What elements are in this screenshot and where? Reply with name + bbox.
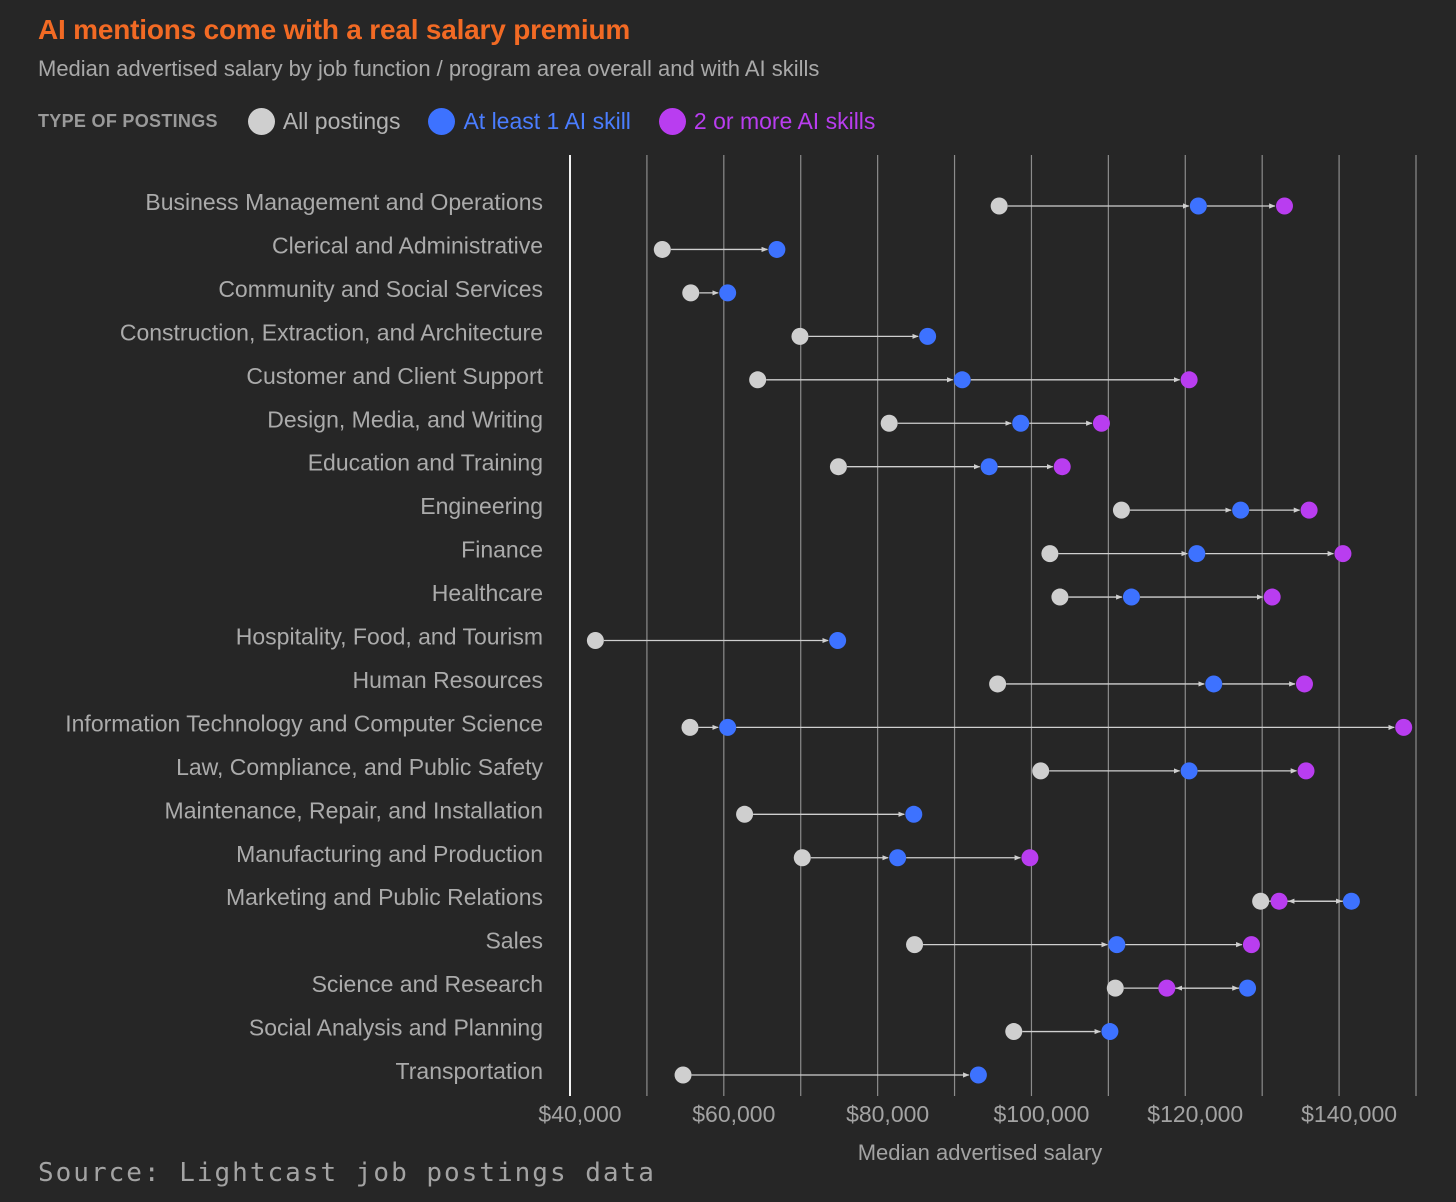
category-label: Transportation: [396, 1058, 543, 1084]
legend-dot-icon: [247, 107, 275, 135]
dot-2-or-more-ai-skills: [1395, 718, 1413, 736]
dot-at-least-1-ai-skill: [953, 371, 971, 389]
dot-2-or-more-ai-skills: [1295, 675, 1313, 693]
x-tick-label: $140,000: [1301, 1101, 1397, 1127]
dot-all-postings: [586, 632, 604, 649]
category-label: Sales: [485, 928, 543, 954]
dot-all-postings: [681, 718, 699, 736]
legend-item-all-postings[interactable]: All postings: [247, 107, 401, 135]
dot-2-or-more-ai-skills: [1270, 892, 1288, 910]
dot-all-postings: [653, 240, 671, 258]
dot-at-least-1-ai-skill: [1342, 892, 1360, 910]
dot-at-least-1-ai-skill: [1012, 414, 1030, 432]
category-label: Law, Compliance, and Public Safety: [176, 754, 543, 780]
dot-at-least-1-ai-skill: [1232, 501, 1250, 519]
dot-at-least-1-ai-skill: [719, 284, 737, 302]
category-label: Engineering: [420, 493, 543, 519]
dot-2-or-more-ai-skills: [1334, 545, 1352, 563]
dot-at-least-1-ai-skill: [1180, 762, 1198, 780]
dot-2-or-more-ai-skills: [1300, 501, 1318, 519]
dot-all-postings: [736, 805, 754, 823]
category-label: Hospitality, Food, and Tourism: [236, 624, 543, 650]
dot-2-or-more-ai-skills: [1297, 762, 1315, 780]
legend-dot-icon: [658, 107, 686, 135]
dot-at-least-1-ai-skill: [969, 1066, 987, 1084]
legend-dot-icon: [428, 107, 456, 135]
dot-2-or-more-ai-skills: [1021, 849, 1039, 867]
dot-at-least-1-ai-skill: [719, 718, 737, 736]
dot-at-least-1-ai-skill: [1205, 675, 1223, 693]
category-label: Finance: [461, 537, 543, 563]
dot-at-least-1-ai-skill: [919, 327, 937, 345]
category-label: Community and Social Services: [218, 276, 543, 302]
dot-at-least-1-ai-skill: [980, 458, 998, 476]
dot-all-postings: [1005, 1023, 1023, 1041]
dot-all-postings: [1252, 892, 1270, 910]
x-tick-label: $80,000: [846, 1101, 929, 1127]
dot-all-postings: [990, 197, 1008, 215]
dot-at-least-1-ai-skill: [1101, 1023, 1119, 1041]
dot-at-least-1-ai-skill: [1189, 197, 1207, 215]
dot-at-least-1-ai-skill: [1239, 979, 1257, 997]
category-label: Information Technology and Computer Scie…: [65, 710, 543, 736]
category-label: Human Resources: [353, 667, 543, 693]
category-label: Clerical and Administrative: [272, 232, 543, 258]
dot-at-least-1-ai-skill: [829, 632, 847, 649]
dot-all-postings: [1112, 501, 1130, 519]
category-label: Social Analysis and Planning: [249, 1015, 543, 1041]
legend-item-two-ai-skills[interactable]: 2 or more AI skills: [658, 107, 876, 135]
dot-all-postings: [829, 458, 847, 476]
legend-item-one-ai-skill[interactable]: At least 1 AI skill: [428, 107, 631, 135]
category-label: Science and Research: [312, 971, 543, 997]
dot-all-postings: [906, 936, 924, 954]
category-label: Healthcare: [432, 580, 543, 606]
x-tick-label: $120,000: [1147, 1101, 1243, 1127]
category-label: Marketing and Public Relations: [226, 884, 543, 910]
dot-all-postings: [1051, 588, 1069, 606]
dot-at-least-1-ai-skill: [768, 240, 786, 258]
dot-all-postings: [1032, 762, 1050, 780]
dot-all-postings: [1041, 545, 1059, 563]
dot-2-or-more-ai-skills: [1242, 936, 1260, 954]
category-label: Maintenance, Repair, and Installation: [165, 797, 543, 823]
dot-all-postings: [791, 327, 809, 345]
legend-text: All postings: [282, 107, 401, 134]
dot-all-postings: [682, 284, 700, 302]
legend-label: TYPE OF POSTINGS: [38, 110, 218, 131]
category-label: Manufacturing and Production: [236, 841, 543, 867]
legend-text: 2 or more AI skills: [693, 107, 876, 134]
chart-title: AI mentions come with a real salary prem…: [38, 14, 631, 45]
dot-all-postings: [749, 371, 767, 389]
dot-all-postings: [989, 675, 1007, 693]
dot-2-or-more-ai-skills: [1263, 588, 1281, 606]
legend-text: At least 1 AI skill: [463, 107, 631, 134]
dot-at-least-1-ai-skill: [889, 849, 907, 867]
category-label: Education and Training: [308, 450, 543, 476]
dot-at-least-1-ai-skill: [1188, 545, 1206, 563]
x-axis-title: Median advertised salary: [858, 1140, 1103, 1165]
legend: TYPE OF POSTINGS All postings At least 1…: [38, 104, 903, 138]
dot-2-or-more-ai-skills: [1180, 371, 1198, 389]
category-label: Construction, Extraction, and Architectu…: [120, 319, 543, 345]
dot-at-least-1-ai-skill: [1122, 588, 1140, 606]
dot-2-or-more-ai-skills: [1275, 197, 1293, 215]
dot-2-or-more-ai-skills: [1158, 979, 1176, 997]
dot-all-postings: [880, 414, 898, 432]
dot-all-postings: [793, 849, 811, 867]
chart-subtitle: Median advertised salary by job function…: [38, 56, 820, 81]
category-label: Design, Media, and Writing: [267, 406, 543, 432]
x-tick-label: $60,000: [692, 1101, 775, 1127]
dot-at-least-1-ai-skill: [905, 805, 923, 823]
category-label: Customer and Client Support: [246, 363, 543, 389]
x-tick-label: $40,000: [538, 1101, 621, 1127]
dot-all-postings: [1106, 979, 1124, 997]
source-note: Source: Lightcast job postings data: [38, 1158, 656, 1188]
dot-2-or-more-ai-skills: [1092, 414, 1110, 432]
dot-at-least-1-ai-skill: [1108, 936, 1126, 954]
dot-all-postings: [674, 1066, 692, 1084]
dot-2-or-more-ai-skills: [1053, 458, 1071, 476]
category-label: Business Management and Operations: [145, 189, 543, 215]
x-tick-label: $100,000: [993, 1101, 1089, 1127]
